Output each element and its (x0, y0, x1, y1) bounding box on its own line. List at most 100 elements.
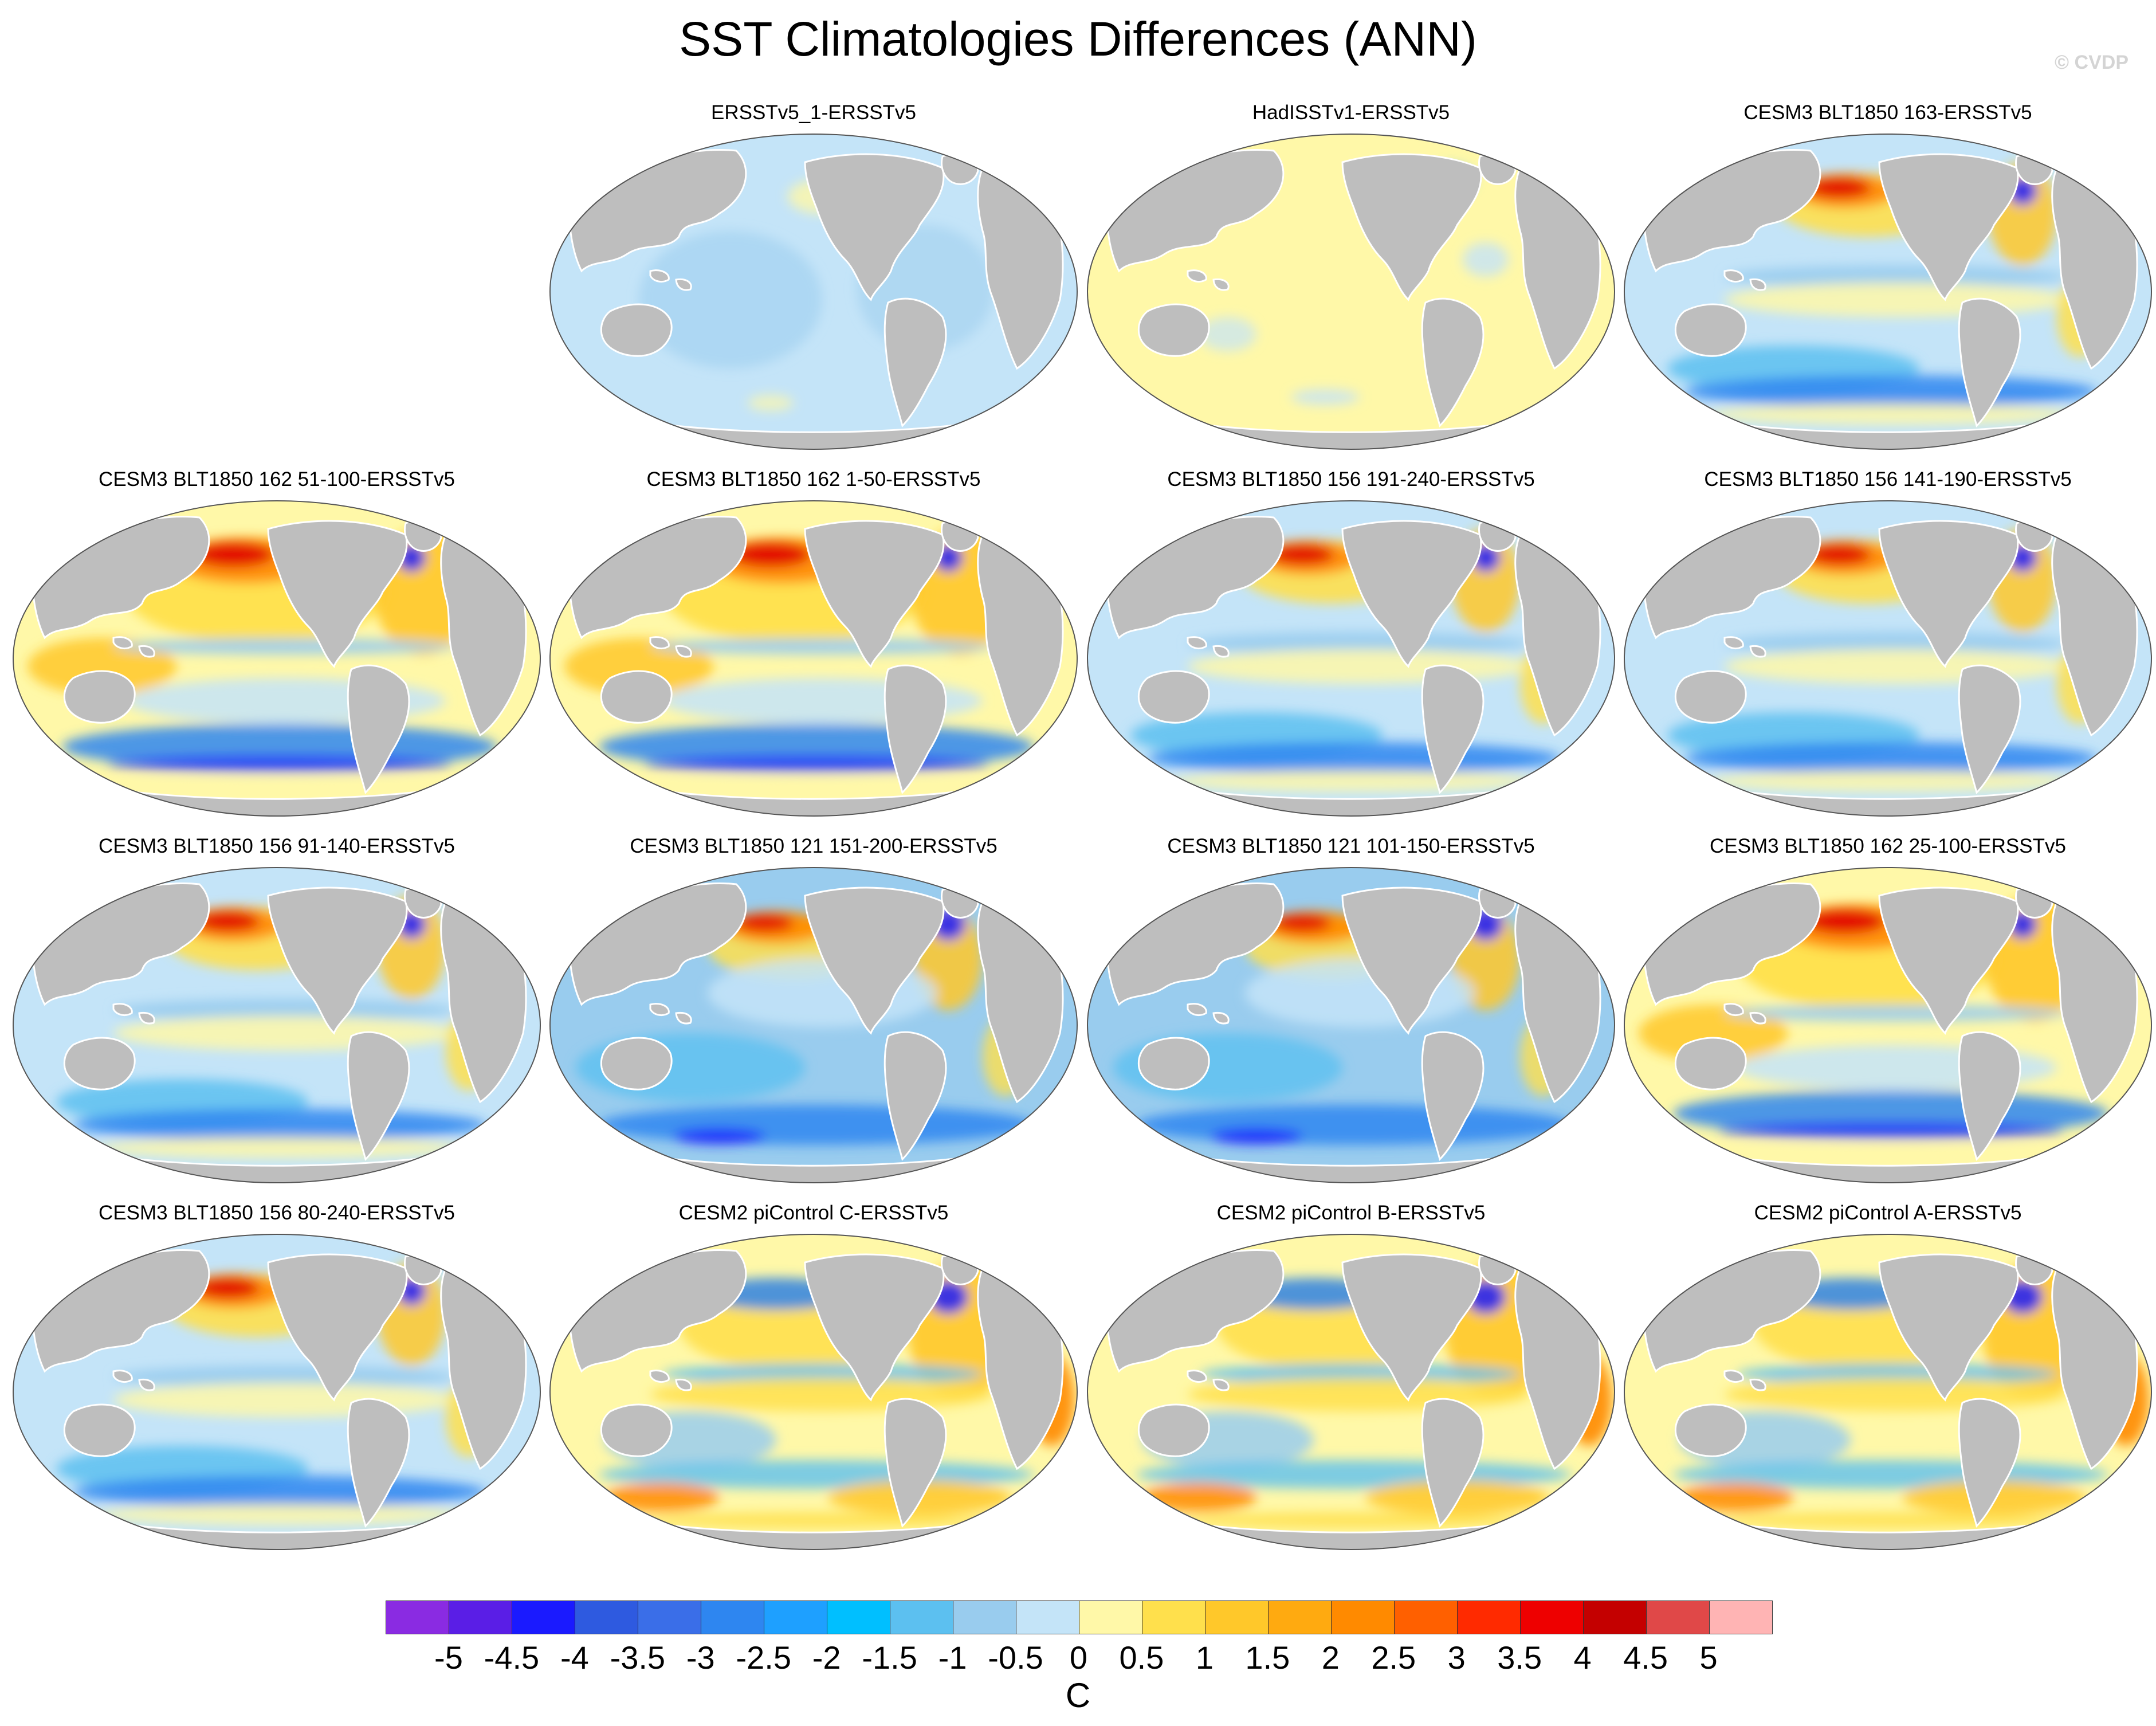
land-mass (1341, 520, 1482, 668)
panel-title: CESM2 piControl B-ERSSTv5 (1216, 1202, 1486, 1224)
land-mass (1137, 303, 1210, 357)
sst-anomaly-region (194, 542, 274, 567)
colorbar-tick-label: 2 (1321, 1639, 1340, 1676)
sst-anomaly-region (1188, 1377, 1531, 1411)
sst-anomaly-region (1271, 544, 1334, 565)
colorbar-tick-label: -3 (686, 1639, 715, 1676)
land-mass (1878, 1253, 2019, 1402)
map-panel: HadISSTv1-ERSSTv5 (1085, 100, 1617, 470)
robinson-map (13, 1234, 541, 1550)
colorbar-box (1584, 1601, 1647, 1634)
sst-anomaly-region (1291, 389, 1360, 405)
map-panel: CESM3 BLT1850 163-ERSSTv5 (1621, 100, 2154, 470)
panel-title: CESM3 BLT1850 163-ERSSTv5 (1743, 101, 2032, 124)
land-mass (1749, 278, 1766, 291)
copyright-label: © CVDP (2055, 52, 2128, 73)
colorbar-box (1332, 1601, 1395, 1634)
map-panel: CESM3 BLT1850 121 101-150-ERSSTv5 (1085, 834, 1617, 1203)
land-mass (1421, 1398, 1485, 1528)
colorbar-tick-label: -5 (434, 1639, 463, 1676)
map-outline (549, 134, 1078, 450)
colorbar-box (953, 1601, 1016, 1634)
land-mass (1341, 153, 1482, 301)
panel-title: CESM2 piControl C-ERSSTv5 (678, 1202, 949, 1224)
sst-anomaly-region (639, 231, 822, 368)
land-mass (1674, 1037, 1747, 1090)
land-mass (1187, 269, 1207, 283)
map-panel: CESM3 BLT1850 156 191-240-ERSSTv5 (1085, 467, 1617, 837)
colorbar-box (575, 1601, 638, 1634)
map-panel: CESM3 BLT1850 121 151-200-ERSSTv5 (547, 834, 1080, 1203)
robinson-map (549, 867, 1078, 1183)
sst-anomaly-region (1808, 544, 1871, 565)
colorbar-box (386, 1601, 449, 1634)
colorbar-box (1458, 1601, 1521, 1634)
land-mass (347, 664, 410, 794)
sst-anomaly-region (1274, 914, 1331, 932)
land-mass (1958, 664, 2021, 794)
sst-anomaly-region (1182, 1512, 1526, 1528)
land-mass (649, 1370, 670, 1383)
sst-anomaly-region (73, 1476, 486, 1508)
land-mass (675, 1011, 692, 1025)
sst-anomaly-region (113, 638, 457, 654)
map-outline (1087, 134, 1615, 450)
sst-anomaly-region (1725, 283, 2068, 317)
sst-anomaly-region (1719, 1512, 2063, 1528)
land-mass (138, 645, 155, 658)
robinson-map (1624, 867, 2152, 1183)
colorbar-box (1205, 1601, 1269, 1634)
map-outline (1624, 500, 2152, 817)
land-mass (347, 1398, 410, 1528)
colorbar-tick-label: 4 (1573, 1639, 1592, 1676)
land-mass (63, 1403, 136, 1457)
land-mass (675, 1378, 692, 1391)
colorbar-tick-label: -4.5 (484, 1639, 540, 1676)
panel-title: CESM3 BLT1850 121 151-200-ERSSTv5 (630, 835, 998, 857)
map-outline (1624, 1234, 2152, 1550)
sst-anomaly-region (1188, 632, 1531, 655)
land-mass (1187, 1003, 1207, 1016)
map-outline (1624, 134, 2152, 450)
panel-title: CESM3 BLT1850 156 141-190-ERSSTv5 (1704, 468, 2072, 491)
land-mass (1958, 297, 2021, 427)
land-mass (1723, 1003, 1744, 1016)
land-mass (1958, 1398, 2021, 1528)
land-mass (1723, 1370, 1744, 1383)
sst-anomaly-region (748, 395, 794, 411)
land-mass (1212, 278, 1230, 291)
colorbar-tick-label: -2 (812, 1639, 841, 1676)
colorbar-tick-label: 2.5 (1371, 1639, 1416, 1676)
land-mass (600, 1403, 673, 1457)
map-panel: CESM3 BLT1850 156 91-140-ERSSTv5 (10, 834, 543, 1203)
colorbar-tick-label: -4 (560, 1639, 589, 1676)
land-mass (1341, 886, 1482, 1035)
land-mass (1421, 297, 1485, 427)
colorbar-tick-label: 5 (1699, 1639, 1718, 1676)
land-mass (600, 1037, 673, 1090)
sst-anomaly-region (113, 1383, 457, 1417)
sst-anomaly-region (113, 1016, 457, 1050)
sst-anomaly-region (197, 1278, 260, 1299)
sst-anomaly-region (1725, 1005, 2068, 1021)
colorbar-tick-label: -2.5 (736, 1639, 791, 1676)
land-mass (804, 520, 945, 668)
land-mass (1749, 645, 1766, 658)
sst-anomaly-region (113, 999, 457, 1022)
robinson-map (1087, 867, 1615, 1183)
panel-title: CESM3 BLT1850 162 51-100-ERSSTv5 (99, 468, 455, 491)
land-mass (1674, 1403, 1747, 1457)
panel-title: ERSSTv5_1-ERSSTv5 (711, 101, 916, 124)
colorbar-tick-label: -3.5 (610, 1639, 666, 1676)
map-panel: CESM2 piControl C-ERSSTv5 (547, 1201, 1080, 1570)
sst-anomaly-region (1725, 649, 2068, 684)
land-mass (267, 520, 408, 668)
map-outline (1087, 500, 1615, 817)
colorbar-box (827, 1601, 890, 1634)
land-mass (1187, 1370, 1207, 1383)
land-mass (1878, 886, 2019, 1035)
sst-anomaly-region (1725, 1377, 2068, 1411)
land-mass (1212, 1011, 1230, 1025)
land-mass (649, 636, 670, 649)
land-mass (63, 670, 136, 724)
